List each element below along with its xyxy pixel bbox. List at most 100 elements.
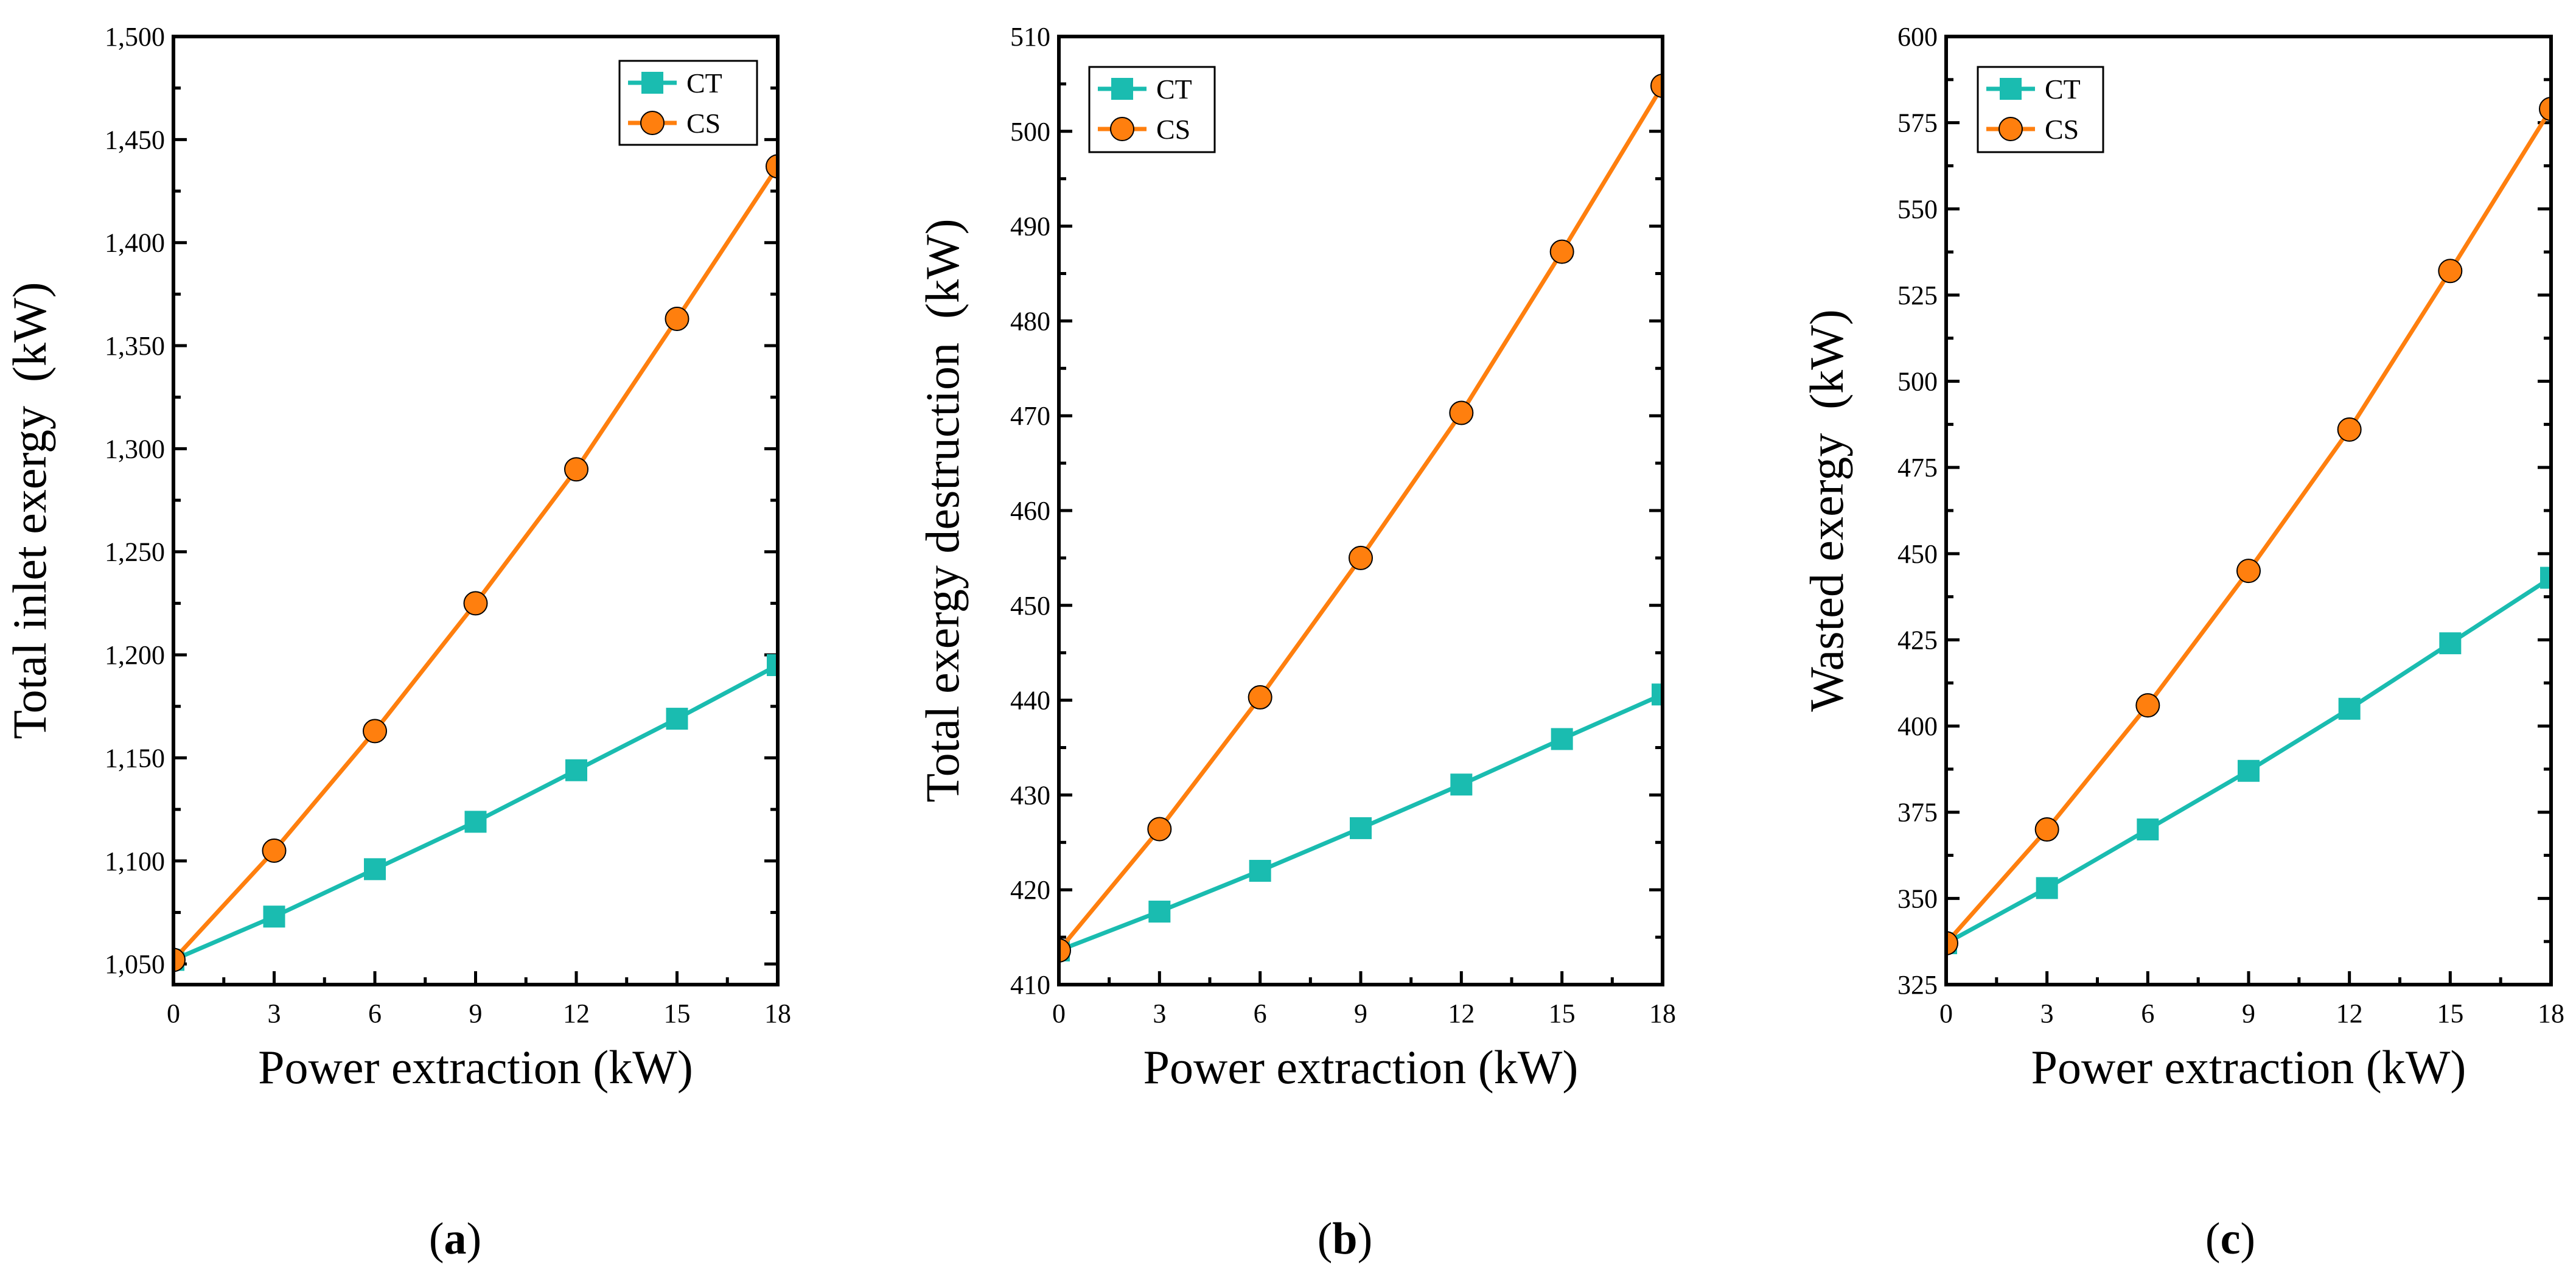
x-axis-label: Power extraction (kW) <box>258 1041 693 1094</box>
data-point-cs <box>1147 817 1172 842</box>
y-axis-label: Wasted exergy (kW) <box>1800 309 1853 712</box>
y-tick-label: 1,050 <box>105 949 165 979</box>
legend-marker-cs <box>1110 117 1134 141</box>
caption-close-paren: ) <box>467 1214 482 1264</box>
series-group <box>1946 96 2551 956</box>
x-tick-label: 6 <box>1254 999 1267 1028</box>
y-tick-label: 1,250 <box>105 537 165 567</box>
y-tick-label: 450 <box>1897 539 1938 569</box>
data-point-cs <box>1549 239 1574 264</box>
y-tick-label: 400 <box>1897 711 1938 741</box>
x-tick-label: 0 <box>1052 999 1066 1028</box>
y-tick-label: 430 <box>1010 780 1050 810</box>
y-tick-label: 490 <box>1010 212 1050 242</box>
plot-frame <box>1944 35 2553 986</box>
data-point-ct <box>263 905 285 928</box>
legend-marker-cs <box>1998 117 2023 141</box>
y-tick-label: 510 <box>1010 22 1050 52</box>
data-point-ct <box>1551 728 1573 750</box>
caption-open-paren: ( <box>2205 1214 2221 1264</box>
chart-panel-c: 0 3 6 9 12 15 18 325 350 375 400 425 450 475 500 525 550… <box>1800 22 2564 1264</box>
legend-marker-ct <box>641 72 663 94</box>
caption-letter: b <box>1332 1214 1357 1264</box>
legend-marker-ct <box>1111 78 1133 100</box>
caption-open-paren: ( <box>1318 1214 1333 1264</box>
x-axis-label: Power extraction (kW) <box>2031 1041 2466 1094</box>
data-point-cs <box>766 154 778 179</box>
legend-label-ct: CT <box>686 68 722 99</box>
x-tick-label: 12 <box>563 999 590 1028</box>
x-tick-label: 9 <box>469 999 483 1028</box>
legend-label-cs: CS <box>686 108 721 139</box>
data-point-cs <box>173 947 186 972</box>
x-tick-label: 0 <box>1939 999 1953 1028</box>
data-point-ct <box>565 759 587 781</box>
y-tick-label: 440 <box>1010 686 1050 716</box>
legend: CT CS <box>1977 66 2104 153</box>
legend-box <box>1977 66 2104 153</box>
legend: CT CS <box>618 60 758 146</box>
y-tick-label: 460 <box>1010 496 1050 526</box>
data-point-ct <box>2338 697 2361 720</box>
y-tick-label: 350 <box>1897 884 1938 913</box>
y-tick-label: 425 <box>1897 625 1938 655</box>
data-point-cs <box>2438 259 2463 284</box>
y-axis-label: Total exergy destruction (kW) <box>916 218 969 802</box>
chart-panel-a: 0 3 6 9 12 15 18 1,050 1,100 1,150 1,200 1,250 1,300… <box>3 22 791 1264</box>
x-tick-label: 18 <box>764 999 791 1028</box>
x-tick-label: 6 <box>2141 999 2154 1028</box>
data-point-cs <box>2034 817 2059 842</box>
plot-frame <box>172 35 780 986</box>
y-tick-label: 575 <box>1897 108 1938 138</box>
data-point-cs <box>1059 938 1071 963</box>
y-tick-label: 1,150 <box>105 743 165 773</box>
data-point-ct <box>1652 683 1663 706</box>
chart-panel-b: 0 3 6 9 12 15 18 410 420 430 440 450 460 470 480 490 500… <box>916 22 1676 1264</box>
caption-close-paren: ) <box>1358 1214 1373 1264</box>
y-tick-label: 1,400 <box>105 228 165 258</box>
data-point-cs <box>1349 545 1373 570</box>
x-tick-label: 3 <box>268 999 281 1028</box>
x-tick-label: 15 <box>664 999 691 1028</box>
legend-label-ct: CT <box>1156 74 1192 105</box>
y-tick-label: 475 <box>1897 453 1938 483</box>
y-tick-label: 500 <box>1897 367 1938 397</box>
data-point-cs <box>363 719 387 744</box>
x-tick-label: 9 <box>1354 999 1367 1028</box>
data-point-ct <box>2238 759 2260 782</box>
caption-open-paren: ( <box>429 1214 444 1264</box>
legend-box <box>1088 66 1216 153</box>
data-point-cs <box>2236 559 2261 584</box>
data-point-ct <box>666 708 688 730</box>
data-point-cs <box>1946 931 1958 956</box>
y-tick-label: 1,100 <box>105 846 165 876</box>
plot-frame <box>1057 35 1664 986</box>
legend-marker-ct <box>2000 78 2022 100</box>
x-axis-label: Power extraction (kW) <box>1143 1041 1579 1094</box>
x-tick-label: 9 <box>2242 999 2255 1028</box>
panel-caption: (a) <box>429 1214 481 1264</box>
data-point-cs <box>2135 693 2160 718</box>
caption-letter: a <box>444 1214 467 1264</box>
panel-caption: (c) <box>2205 1214 2255 1264</box>
series-line-cs <box>1946 108 2551 945</box>
y-tick-label: 410 <box>1010 970 1050 1000</box>
y-tick-label: 500 <box>1010 117 1050 147</box>
y-tick-label: 525 <box>1897 281 1938 310</box>
legend: CT CS <box>1088 66 1216 153</box>
data-point-ct <box>2439 632 2462 655</box>
x-tick-label: 6 <box>368 999 382 1028</box>
caption-letter: c <box>2221 1214 2241 1264</box>
y-tick-label: 450 <box>1010 591 1050 621</box>
series-group <box>173 154 778 972</box>
data-point-cs <box>665 307 689 332</box>
data-point-cs <box>1248 685 1272 710</box>
data-point-ct <box>2540 567 2551 589</box>
y-tick-label: 600 <box>1897 22 1938 52</box>
data-point-ct <box>464 811 487 833</box>
data-point-cs <box>1449 400 1474 425</box>
data-point-ct <box>767 654 778 677</box>
y-axis-label: Total inlet exergy (kW) <box>3 282 56 739</box>
legend-label-cs: CS <box>2045 114 2079 145</box>
